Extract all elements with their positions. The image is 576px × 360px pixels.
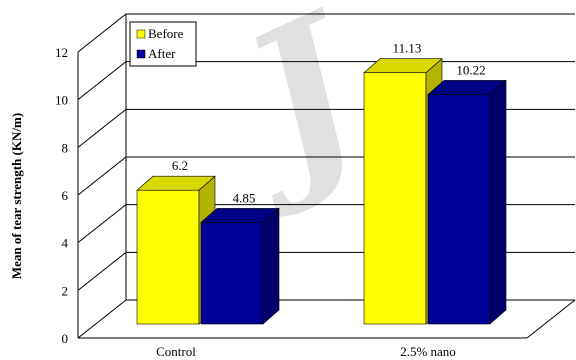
legend-swatch-after [136,49,146,59]
bar-control-before-front [136,189,200,325]
floor-right-edge [526,299,576,339]
value-label-2-5-nano-before: 11.13 [393,41,422,56]
chart-bars [136,58,507,325]
value-label-2-5-nano-after: 10.22 [456,62,485,77]
legend-label-after: After [148,46,176,61]
y-tick-label-1: 2 [62,283,69,298]
bar-control-after-front [200,222,264,325]
x-category-label-0: Control [156,344,196,359]
y-tick-label-5: 10 [55,93,68,108]
legend-label-before: Before [148,26,184,41]
bar-2-5-nano-after-side [489,79,507,325]
y-tick-label-4: 8 [62,140,69,155]
chart-axes [77,14,576,339]
chart-labels: 0 2 4 6 8 10 12 6.2 4.85 Control 11.13 10.22 2.5% na… [55,41,486,359]
value-label-control-before: 6.2 [172,158,188,173]
bar-2-5-nano-before-front [363,72,427,325]
bar-2-5-nano-after-front [427,94,491,325]
y-tick-label-0: 0 [62,331,69,346]
y-tick-label-3: 6 [62,188,69,203]
x-category-label-1: 2.5% nano [400,344,456,359]
bar-control-after-side [262,207,280,325]
value-label-control-after: 4.85 [233,190,256,205]
y-axis-title: Mean of tear strength (KN/m) [9,113,24,279]
legend-swatch-before [136,29,146,39]
legend-box [129,21,197,67]
y-tick-label-2: 4 [62,236,69,251]
y-tick-label-6: 12 [55,45,68,60]
legend: Before After [129,21,197,67]
